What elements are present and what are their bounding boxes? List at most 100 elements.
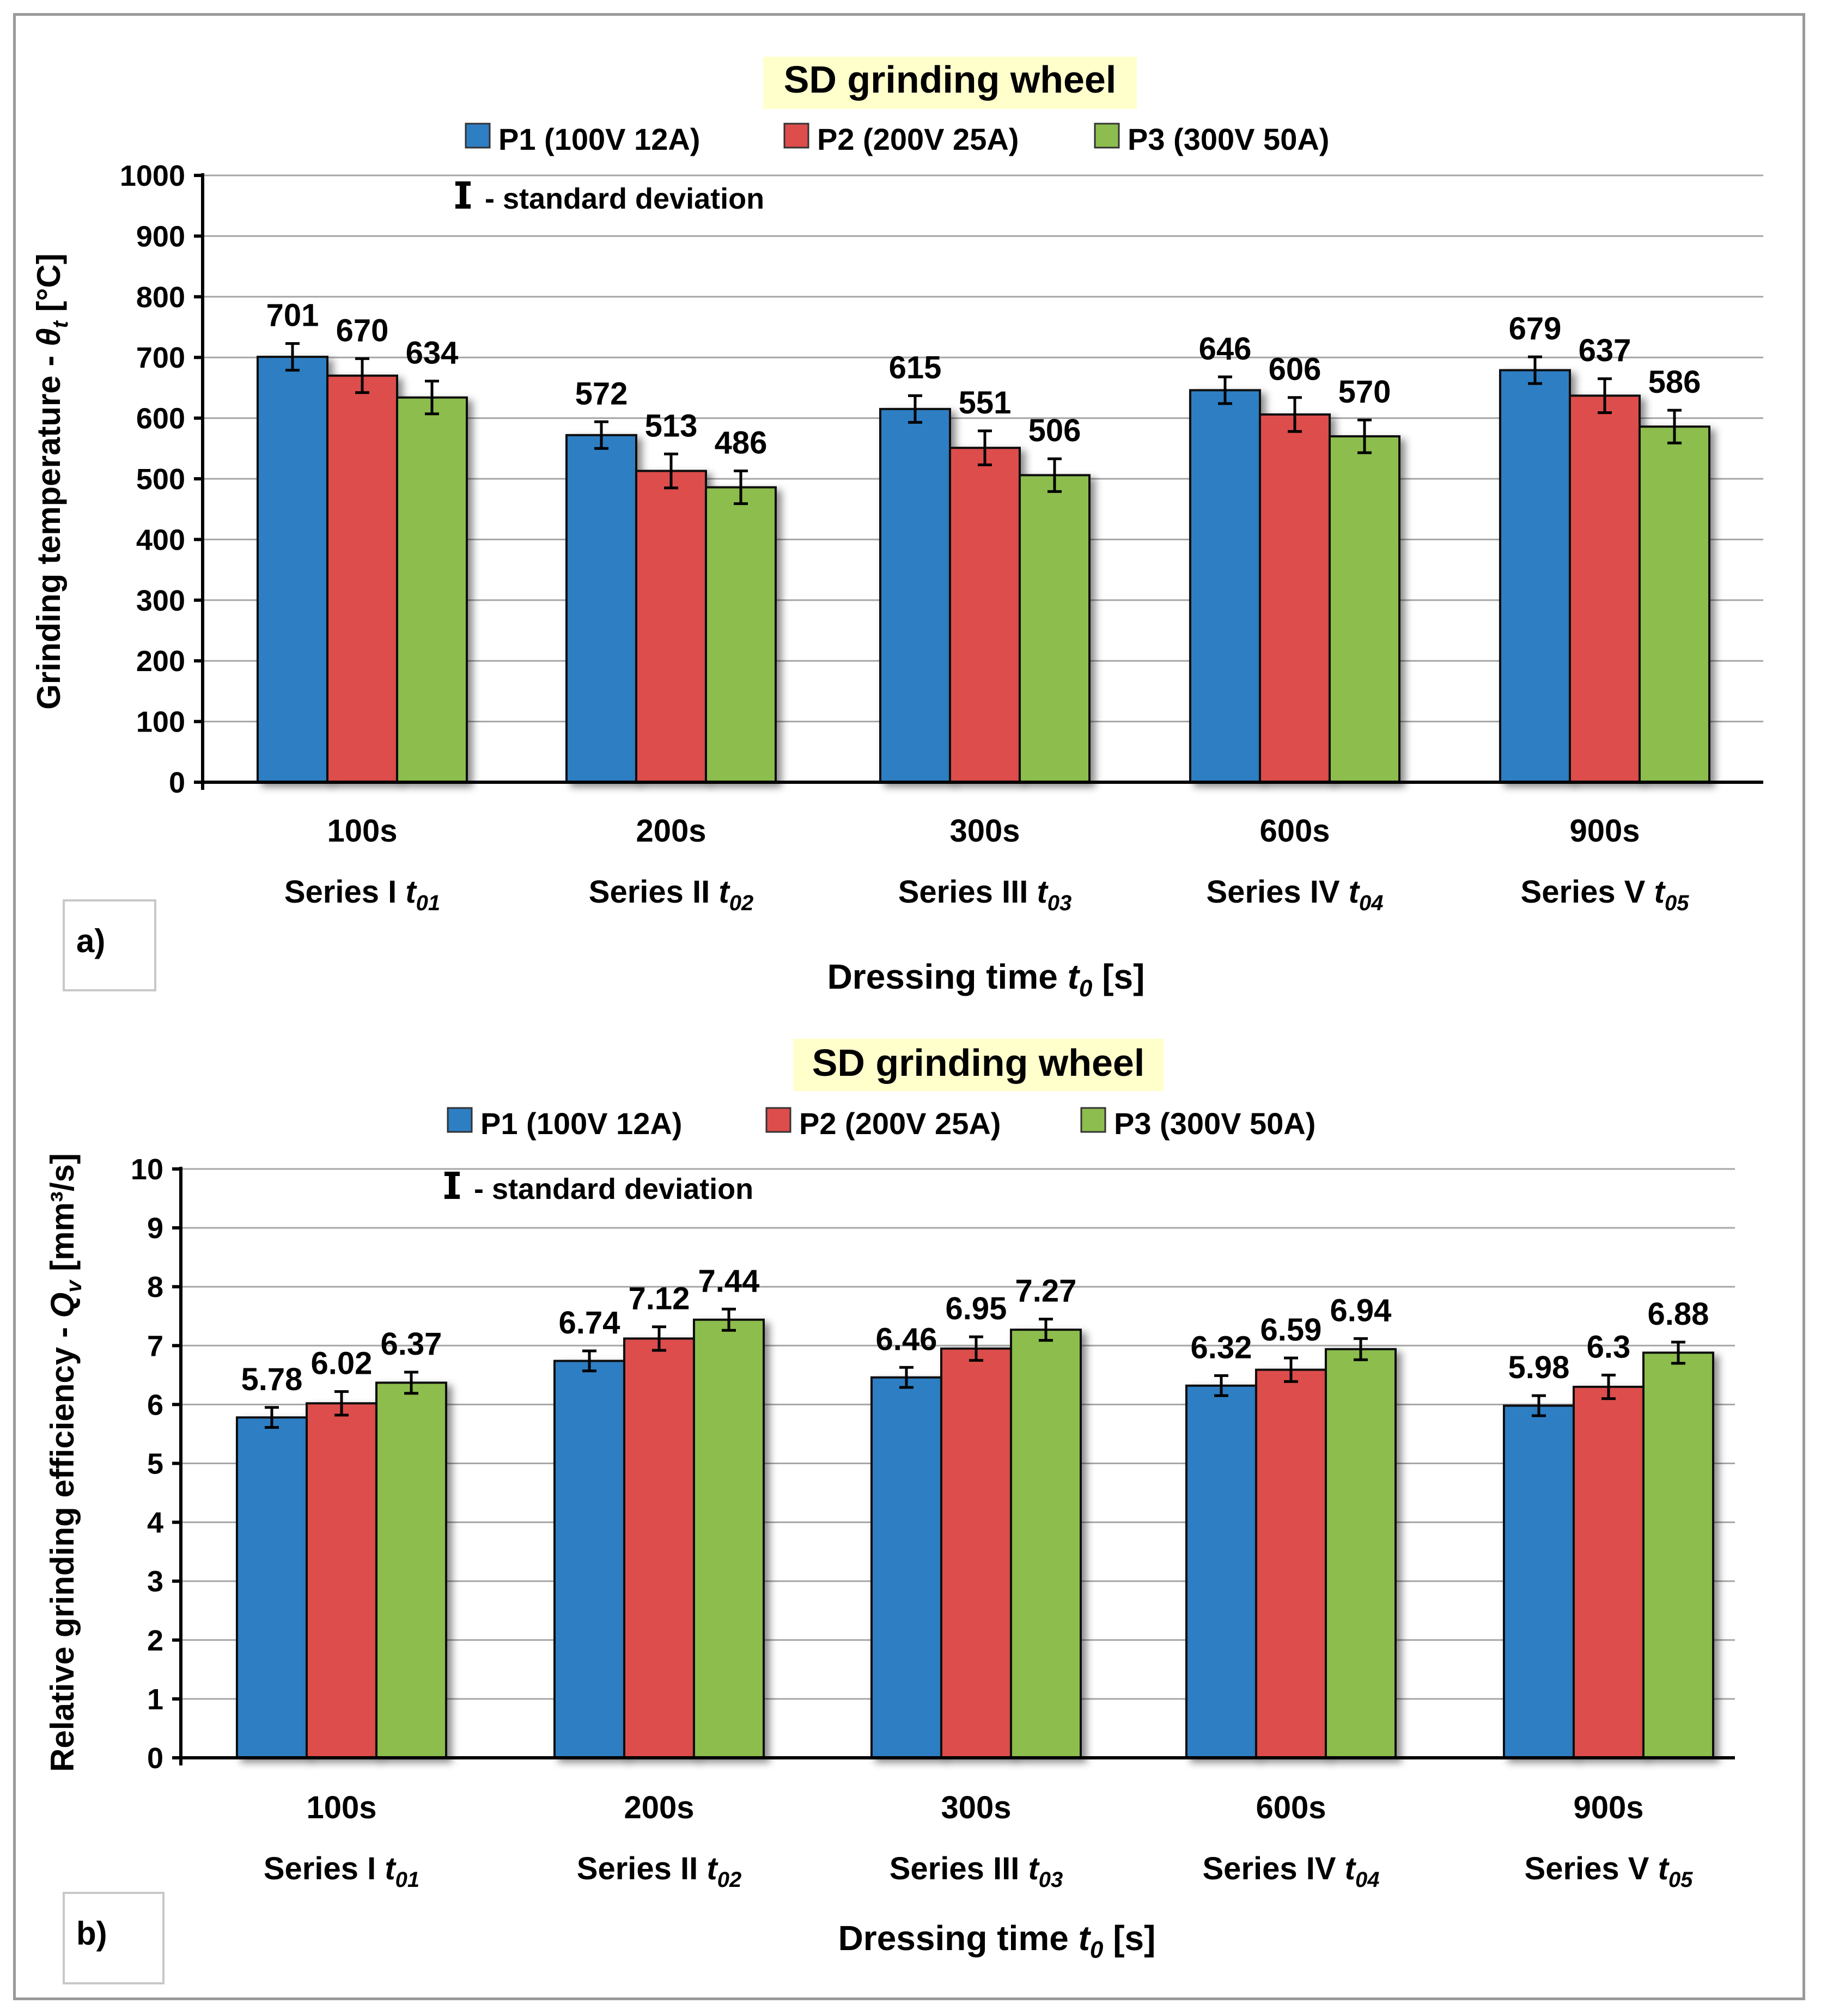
legend-swatch-3 [1094, 123, 1120, 149]
x-axis-title-main: Dressing time [838, 1918, 1079, 1958]
bar-3-2 [693, 1318, 765, 1759]
bar-1-5 [1499, 369, 1571, 783]
y-axis-title-subscript: t [48, 320, 72, 328]
std-dev-legend-label: - standard deviation [485, 182, 764, 215]
chart-title: SD grinding wheel [784, 58, 1117, 101]
bar-2-4 [1255, 1368, 1327, 1759]
data-label-1-5: 5.98 [1508, 1350, 1570, 1385]
data-label-1-2: 572 [575, 376, 628, 411]
category-label-subscript: 03 [1047, 891, 1072, 915]
y-tick-label: 2 [147, 1624, 163, 1657]
data-label-2-2: 7.12 [629, 1281, 690, 1317]
category-label-subscript: 05 [1665, 891, 1689, 915]
legend-swatch-2 [765, 1107, 791, 1133]
data-label-1-3: 615 [889, 350, 942, 385]
bar-3-2 [705, 486, 777, 783]
data-label-1-1: 5.78 [241, 1362, 303, 1397]
legend-swatch-3 [1080, 1107, 1106, 1133]
y-axis-title: Relative grinding efficiency - Qv [mm³/s… [44, 1153, 86, 1772]
bar-3-3 [1019, 474, 1091, 783]
category-label-top: 200s [624, 1790, 694, 1825]
data-label-2-3: 551 [959, 385, 1012, 421]
category-label-bottom: Series II t02 [589, 874, 753, 915]
y-tick-label: 300 [136, 584, 185, 617]
data-label-2-1: 6.02 [311, 1346, 373, 1381]
y-tick-label: 9 [147, 1212, 163, 1245]
category-label-series: Series I [284, 874, 405, 910]
data-label-3-3: 7.27 [1015, 1274, 1077, 1309]
category-label-series: Series IV [1203, 1851, 1345, 1886]
category-label-symbol: t [1028, 1851, 1040, 1886]
legend-label-2: P2 (200V 25A) [817, 122, 1019, 156]
y-tick-label: 0 [147, 1742, 163, 1775]
panel-label: a) [76, 923, 105, 959]
category-label-symbol: t [1654, 874, 1666, 910]
bar-3-4 [1325, 1348, 1397, 1759]
data-label-3-1: 6.37 [381, 1326, 442, 1362]
category-label-symbol: t [385, 1851, 397, 1886]
y-tick-label: 5 [147, 1448, 163, 1481]
category-label-subscript: 01 [416, 891, 441, 915]
category-label-symbol: t [1345, 1851, 1357, 1886]
category-label-series: Series II [589, 874, 719, 910]
y-tick-label: 600 [136, 403, 185, 435]
category-label-subscript: 01 [395, 1868, 420, 1892]
category-label-bottom: Series III t03 [898, 874, 1072, 915]
y-axis-title-unit: [mm³/s] [44, 1153, 81, 1280]
legend-label-3: P3 (300V 50A) [1128, 122, 1329, 156]
category-label-subscript: 04 [1359, 891, 1384, 915]
legend-swatch-1 [447, 1107, 473, 1133]
category-label-symbol: t [1349, 874, 1361, 910]
bar-2-3 [949, 447, 1021, 783]
x-axis-title: Dressing time t0 [s] [827, 957, 1145, 1002]
chart-title-highlight [763, 57, 1137, 109]
panel-label-box [63, 899, 156, 991]
bar-3-3 [1010, 1329, 1082, 1759]
std-dev-legend-label: - standard deviation [474, 1173, 753, 1205]
data-label-3-3: 506 [1028, 413, 1081, 448]
bar-1-5 [1503, 1404, 1575, 1759]
legend-swatch-2 [783, 123, 809, 149]
category-label-top: 200s [636, 813, 706, 849]
category-label-subscript: 02 [717, 1868, 742, 1892]
bar-1-1 [236, 1416, 308, 1759]
data-label-2-4: 6.59 [1260, 1312, 1322, 1348]
x-axis-title-main: Dressing time [827, 957, 1068, 996]
y-tick-label: 800 [136, 281, 185, 314]
data-label-2-1: 670 [336, 313, 389, 348]
bar-1-2 [553, 1360, 625, 1759]
bar-1-3 [879, 407, 951, 783]
category-label-symbol: t [1658, 1851, 1670, 1886]
data-label-3-2: 7.44 [698, 1263, 760, 1299]
data-label-1-2: 6.74 [559, 1305, 620, 1341]
category-label-top: 300s [941, 1790, 1011, 1825]
category-label-subscript: 05 [1668, 1868, 1693, 1892]
bar-2-5 [1573, 1385, 1645, 1759]
category-label-series: Series II [577, 1851, 707, 1886]
category-label-bottom: Series IV t04 [1203, 1851, 1380, 1892]
bar-3-1 [396, 396, 468, 783]
bar-1-2 [565, 434, 637, 783]
y-tick-label: 700 [136, 342, 185, 374]
bar-2-2 [623, 1337, 695, 1759]
data-label-3-4: 570 [1338, 374, 1391, 410]
bar-1-1 [257, 356, 328, 783]
data-label-2-5: 6.3 [1587, 1329, 1631, 1365]
y-tick-label: 900 [136, 220, 185, 253]
y-tick-label: 10 [131, 1153, 163, 1186]
chart-title: SD grinding wheel [812, 1042, 1145, 1084]
y-tick-label: 4 [147, 1507, 163, 1539]
y-tick-label: 3 [147, 1566, 163, 1598]
data-label-1-1: 701 [266, 298, 319, 333]
y-tick-label: 1 [147, 1683, 163, 1716]
chart-panel-a: SD grinding wheel P1 (100V 12A) P2 (200V 2… [31, 57, 1763, 1002]
panel-label: b) [76, 1915, 107, 1952]
x-axis-title-unit: [s] [1103, 1918, 1155, 1958]
category-label-top: 900s [1573, 1790, 1643, 1825]
category-label-bottom: Series IV t04 [1207, 874, 1384, 915]
y-tick-label: 100 [136, 706, 185, 739]
std-dev-icon [455, 181, 471, 209]
bar-1-4 [1189, 389, 1261, 783]
category-label-top: 600s [1256, 1790, 1326, 1825]
